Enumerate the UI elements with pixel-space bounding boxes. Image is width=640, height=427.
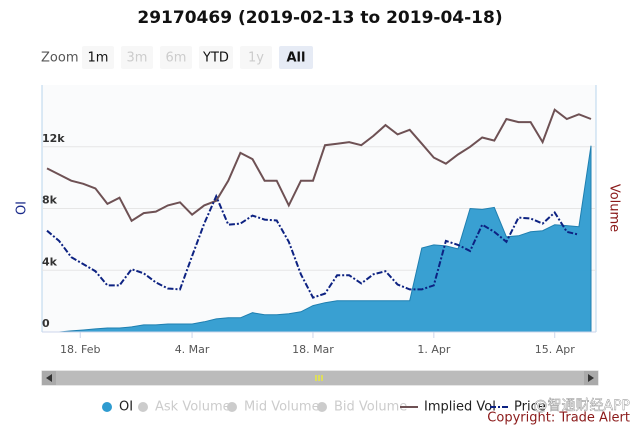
line bbox=[46, 108, 592, 223]
legend-label[interactable]: Price bbox=[514, 400, 546, 415]
legend-marker bbox=[227, 402, 237, 412]
legend-label[interactable]: Mid Volume bbox=[244, 400, 320, 415]
legend-marker bbox=[138, 402, 148, 412]
x-tick-label: 1. Apr bbox=[417, 343, 450, 356]
area bbox=[47, 145, 592, 333]
zoom-label: Zoom bbox=[41, 51, 78, 66]
legend-marker bbox=[317, 402, 327, 412]
range-button-label[interactable]: All bbox=[287, 51, 306, 66]
credits: Copyright: Trade Alert bbox=[487, 411, 630, 426]
watermark: @智通财经APP bbox=[534, 398, 630, 414]
arrow-icon bbox=[46, 374, 52, 382]
range-button[interactable] bbox=[199, 46, 233, 69]
range-button-label[interactable]: 1m bbox=[88, 51, 109, 66]
y-tick-label: 8k bbox=[42, 194, 58, 207]
x-tick-label: 18. Mar bbox=[292, 343, 334, 356]
range-button-label: 6m bbox=[166, 51, 187, 66]
range-button bbox=[121, 46, 153, 69]
range-button[interactable] bbox=[279, 46, 313, 69]
x-tick-label: 18. Feb bbox=[60, 343, 100, 356]
chart-title: 29170469 (2019-02-13 to 2019-04-18) bbox=[137, 8, 502, 28]
legend-label[interactable]: Bid Volume bbox=[334, 400, 407, 415]
y-tick-label: 4k bbox=[42, 255, 58, 268]
y-tick-label: 12k bbox=[42, 132, 65, 145]
y-tick-label: 0 bbox=[42, 317, 50, 330]
legend-label[interactable]: OI bbox=[119, 400, 133, 415]
y-axis-title: OI bbox=[15, 201, 30, 215]
range-button-label[interactable]: YTD bbox=[202, 51, 229, 66]
grip-icon bbox=[315, 375, 323, 381]
range-button-label: 1y bbox=[248, 51, 264, 66]
legend-label[interactable]: Ask Volume bbox=[155, 400, 231, 415]
range-button[interactable] bbox=[82, 46, 114, 69]
navigator-scrollbar[interactable] bbox=[41, 370, 599, 386]
legend-marker bbox=[102, 402, 112, 412]
y2-axis-title: Volume bbox=[607, 184, 622, 232]
legend: OI Ask Volume Mid Volume Bid Volume Implied … bbox=[102, 400, 546, 415]
line bbox=[46, 193, 580, 299]
arrow-icon bbox=[588, 374, 594, 382]
series-group bbox=[46, 108, 592, 333]
range-button bbox=[240, 46, 272, 69]
x-tick-label: 4. Mar bbox=[175, 343, 210, 356]
x-axis: 18. Feb 4. Mar 18. Mar 1. Apr 15. Apr bbox=[60, 332, 575, 356]
x-tick-label: 15. Apr bbox=[535, 343, 575, 356]
scrollbar-thumb[interactable] bbox=[56, 371, 584, 385]
range-buttons: 1m 3m 6m YTD 1y All bbox=[82, 46, 313, 69]
range-button-label: 3m bbox=[127, 51, 148, 66]
legend-label[interactable]: Implied Vol bbox=[424, 400, 496, 415]
range-button bbox=[160, 46, 192, 69]
